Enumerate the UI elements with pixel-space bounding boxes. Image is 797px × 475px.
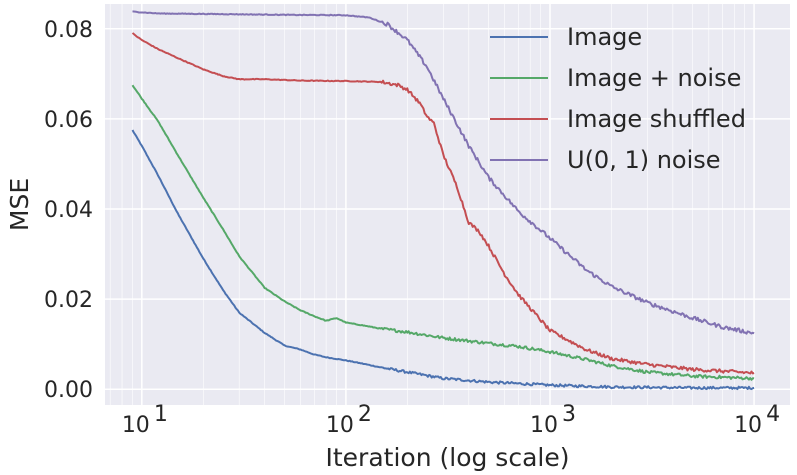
series-line-2	[131, 84, 755, 381]
x-tick-exponent: 1	[154, 402, 168, 427]
x-tick-label: 10	[326, 413, 354, 438]
x-tick-exponent: 2	[358, 402, 372, 427]
series-line-3	[131, 32, 755, 375]
y-tick-label: 0.04	[44, 198, 93, 223]
legend-label: Image + noise	[567, 64, 741, 92]
series-lines	[131, 10, 755, 391]
x-tick-label: 10	[530, 413, 558, 438]
legend-label: Image	[567, 23, 642, 51]
x-tick-label: 10	[734, 413, 762, 438]
y-tick-label: 0.06	[44, 108, 93, 133]
x-axis-label: Iteration (log scale)	[326, 443, 570, 472]
x-tick-exponent: 4	[766, 402, 780, 427]
legend: Image Image + noise Image shuffled U(0, 1) …	[490, 23, 746, 174]
x-tick-exponent: 3	[562, 402, 576, 427]
legend-label: U(0, 1) noise	[567, 146, 721, 174]
y-axis-label: MSE	[5, 178, 34, 231]
legend-label: Image shuffled	[567, 105, 746, 133]
x-tick-label: 10	[122, 413, 150, 438]
y-tick-label: 0.08	[44, 18, 93, 43]
grid-lines	[105, 4, 790, 405]
series-line-1	[131, 129, 755, 391]
series-line-4	[132, 10, 755, 335]
y-tick-label: 0.02	[44, 288, 93, 313]
y-tick-label: 0.00	[44, 378, 93, 403]
x-axis-ticks: 10 1 10 2 10 3 10 4	[122, 402, 780, 438]
y-axis-ticks: 0.00 0.02 0.04 0.06 0.08	[44, 18, 93, 403]
